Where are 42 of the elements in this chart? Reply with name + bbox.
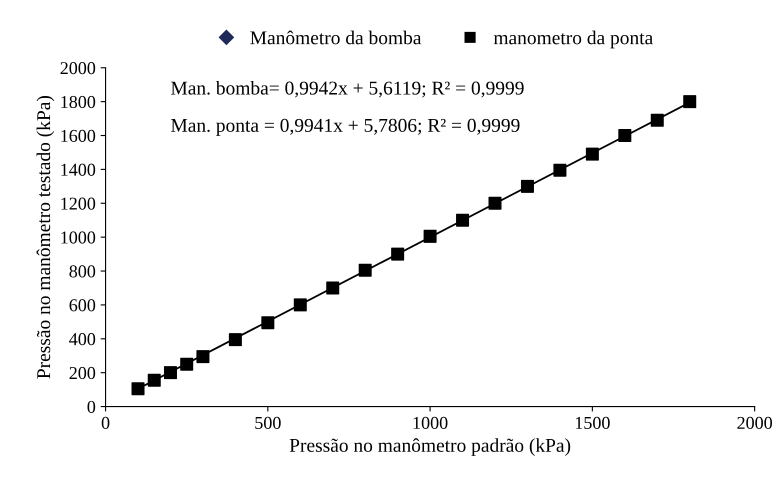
annotation: Man. ponta = 0,9941x + 5,7806; R² = 0,9999: [171, 118, 520, 136]
point: [618, 129, 632, 142]
y-tick-label: 2000: [60, 62, 96, 74]
y-axis-title: Pressão no manômetro testado (kPa): [36, 96, 54, 379]
y-tick-label: 1400: [61, 164, 96, 176]
point: [520, 180, 534, 193]
point: [326, 281, 340, 294]
y-tick-label: 1600: [61, 130, 96, 142]
point: [228, 333, 242, 346]
point: [261, 316, 274, 330]
point: [164, 366, 177, 380]
point: [196, 350, 210, 364]
y-tick-label: 600: [70, 299, 96, 312]
y-tick-label: 800: [69, 265, 96, 278]
point: [650, 114, 664, 127]
y-tick-label: 1800: [61, 96, 96, 108]
legend-label: Manômetro da bomba: [250, 30, 422, 44]
y-tick-label: 1200: [61, 198, 96, 210]
x-tick-label: 2000: [737, 416, 772, 429]
y-tick-label: 200: [70, 366, 96, 380]
x-tick-label: 1000: [414, 416, 448, 429]
point: [294, 298, 307, 312]
annotation: Man. bomba= 0,9942x + 5,6119; R² = 0,9999: [171, 80, 524, 98]
x-tick-label: 0: [102, 416, 110, 429]
point: [424, 230, 437, 243]
point: [456, 214, 470, 227]
x-axis-title: Pressão no manômetro padrão (kPa): [290, 438, 570, 456]
point: [391, 248, 404, 261]
x-tick-label: 500: [255, 416, 281, 429]
y-tick-label: 400: [69, 333, 96, 346]
point: [358, 264, 372, 277]
point: [180, 358, 194, 371]
point: [553, 164, 566, 177]
point: [488, 196, 502, 210]
point: [132, 382, 145, 396]
point: [148, 374, 161, 387]
x-tick-label: 1500: [576, 416, 610, 429]
legend-label: manometro da ponta: [494, 30, 653, 48]
point: [586, 148, 599, 161]
y-tick-label: 1000: [61, 231, 96, 244]
point: [683, 95, 696, 108]
y-tick-label: 0: [88, 400, 96, 413]
